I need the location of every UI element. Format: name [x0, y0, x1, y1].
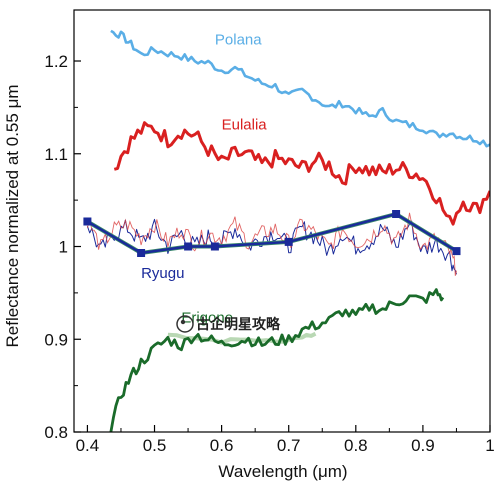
average-marker-3 — [210, 242, 219, 251]
watermark-text: 古企明星攻略 — [196, 316, 281, 333]
x-tick-label-3: 0.7 — [277, 436, 301, 455]
ryugu-alt-line — [86, 212, 457, 276]
axes: 0.4 0.5 0.6 0.7 0.8 0.9 1 0.8 0.9 1 1.1 1.2 — [44, 9, 495, 455]
eulalia-line — [113, 121, 490, 226]
series-labels: Polana Eulalia Ryugu Erigone — [141, 31, 267, 326]
y-tick-label-3: 1.1 — [44, 145, 68, 164]
polana-label: Polana — [215, 31, 262, 48]
x-tick-label-4: 0.8 — [344, 436, 368, 455]
x-tick-label-6: 1 — [485, 436, 494, 455]
series-layer — [83, 29, 490, 432]
x-tick-label-2: 0.6 — [210, 436, 234, 455]
ryugu-label: Ryugu — [141, 265, 184, 282]
average-marker-4 — [284, 237, 293, 246]
eulalia-label: Eulalia — [222, 117, 268, 134]
circle-logo-icon — [176, 315, 194, 333]
plot-frame — [73, 9, 491, 433]
y-tick-label-0: 0.8 — [44, 423, 68, 442]
erigone-label: Erigone — [181, 310, 233, 327]
x-tick-label-5: 0.9 — [411, 436, 435, 455]
y-tick-label-4: 1.2 — [44, 52, 68, 71]
average-marker-2 — [184, 242, 193, 251]
y-tick-label-2: 1 — [59, 238, 68, 257]
average-marker-6 — [452, 247, 461, 256]
y-axis-title: Reflectance normalized at 0.55 μm — [3, 84, 22, 347]
x-tick-label-1: 0.5 — [143, 436, 167, 455]
average-marker-0 — [83, 217, 92, 226]
circle-logo-dot — [180, 319, 186, 325]
ryugu-line — [86, 218, 457, 275]
x-tick-label-0: 0.4 — [76, 436, 100, 455]
polana-line — [110, 29, 490, 148]
x-axis-title: Wavelength (μm) — [218, 462, 347, 481]
erigone-line — [109, 288, 445, 432]
watermark: 古企明星攻略 — [176, 315, 281, 333]
y-tick-label-1: 0.9 — [44, 330, 68, 349]
average-marker-5 — [392, 210, 401, 218]
average-marker-1 — [137, 249, 146, 257]
